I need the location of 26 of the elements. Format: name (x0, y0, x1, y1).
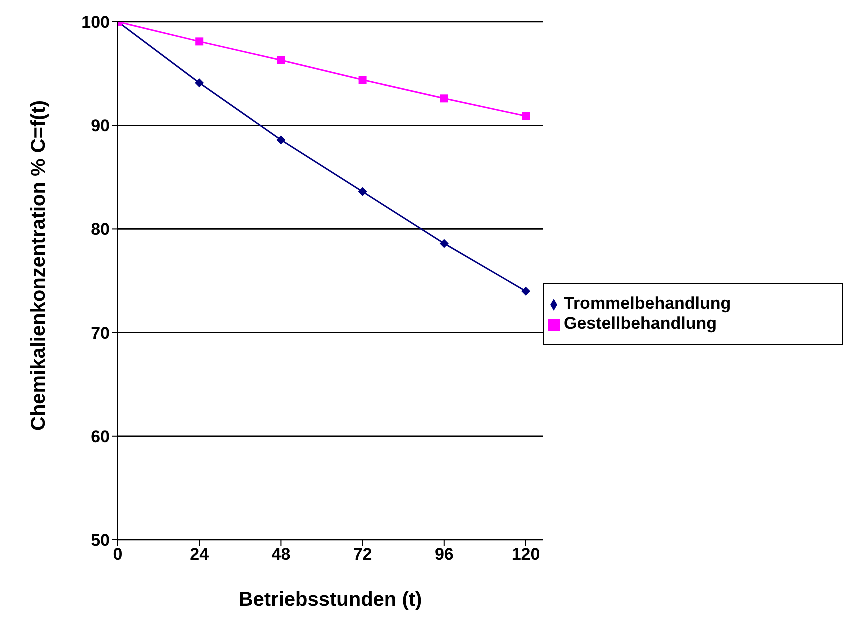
y-tick-label: 80 (91, 220, 110, 240)
x-tick-label: 120 (512, 545, 540, 564)
point (440, 94, 448, 103)
y-tick-label: 70 (91, 324, 110, 343)
point (276, 136, 286, 145)
point (196, 38, 204, 46)
point (358, 76, 367, 84)
x-tick-label: 24 (190, 545, 210, 564)
y-tick-label: 50 (91, 531, 110, 550)
point (277, 56, 286, 64)
y-tick-label: 100 (82, 13, 110, 32)
x-tick-label: 48 (272, 545, 291, 564)
x-tick-label: 96 (434, 545, 454, 564)
point (195, 78, 204, 88)
point (358, 187, 368, 196)
point (522, 286, 530, 296)
point (440, 239, 449, 248)
y-axis-title: Chemikalienkonzentration % C=f(t) (28, 100, 50, 431)
x-axis-title: Betriebsstunden (t) (238, 589, 422, 611)
y-tick-label: 60 (91, 427, 110, 446)
legend-label: Trommelbehandlung (564, 294, 732, 313)
point (522, 112, 530, 120)
legend-label: Gestellbehandlung (564, 314, 718, 333)
y-tick-label: 90 (91, 116, 110, 136)
x-tick-label: 72 (353, 545, 372, 564)
x-tick-label: 0 (113, 545, 123, 564)
